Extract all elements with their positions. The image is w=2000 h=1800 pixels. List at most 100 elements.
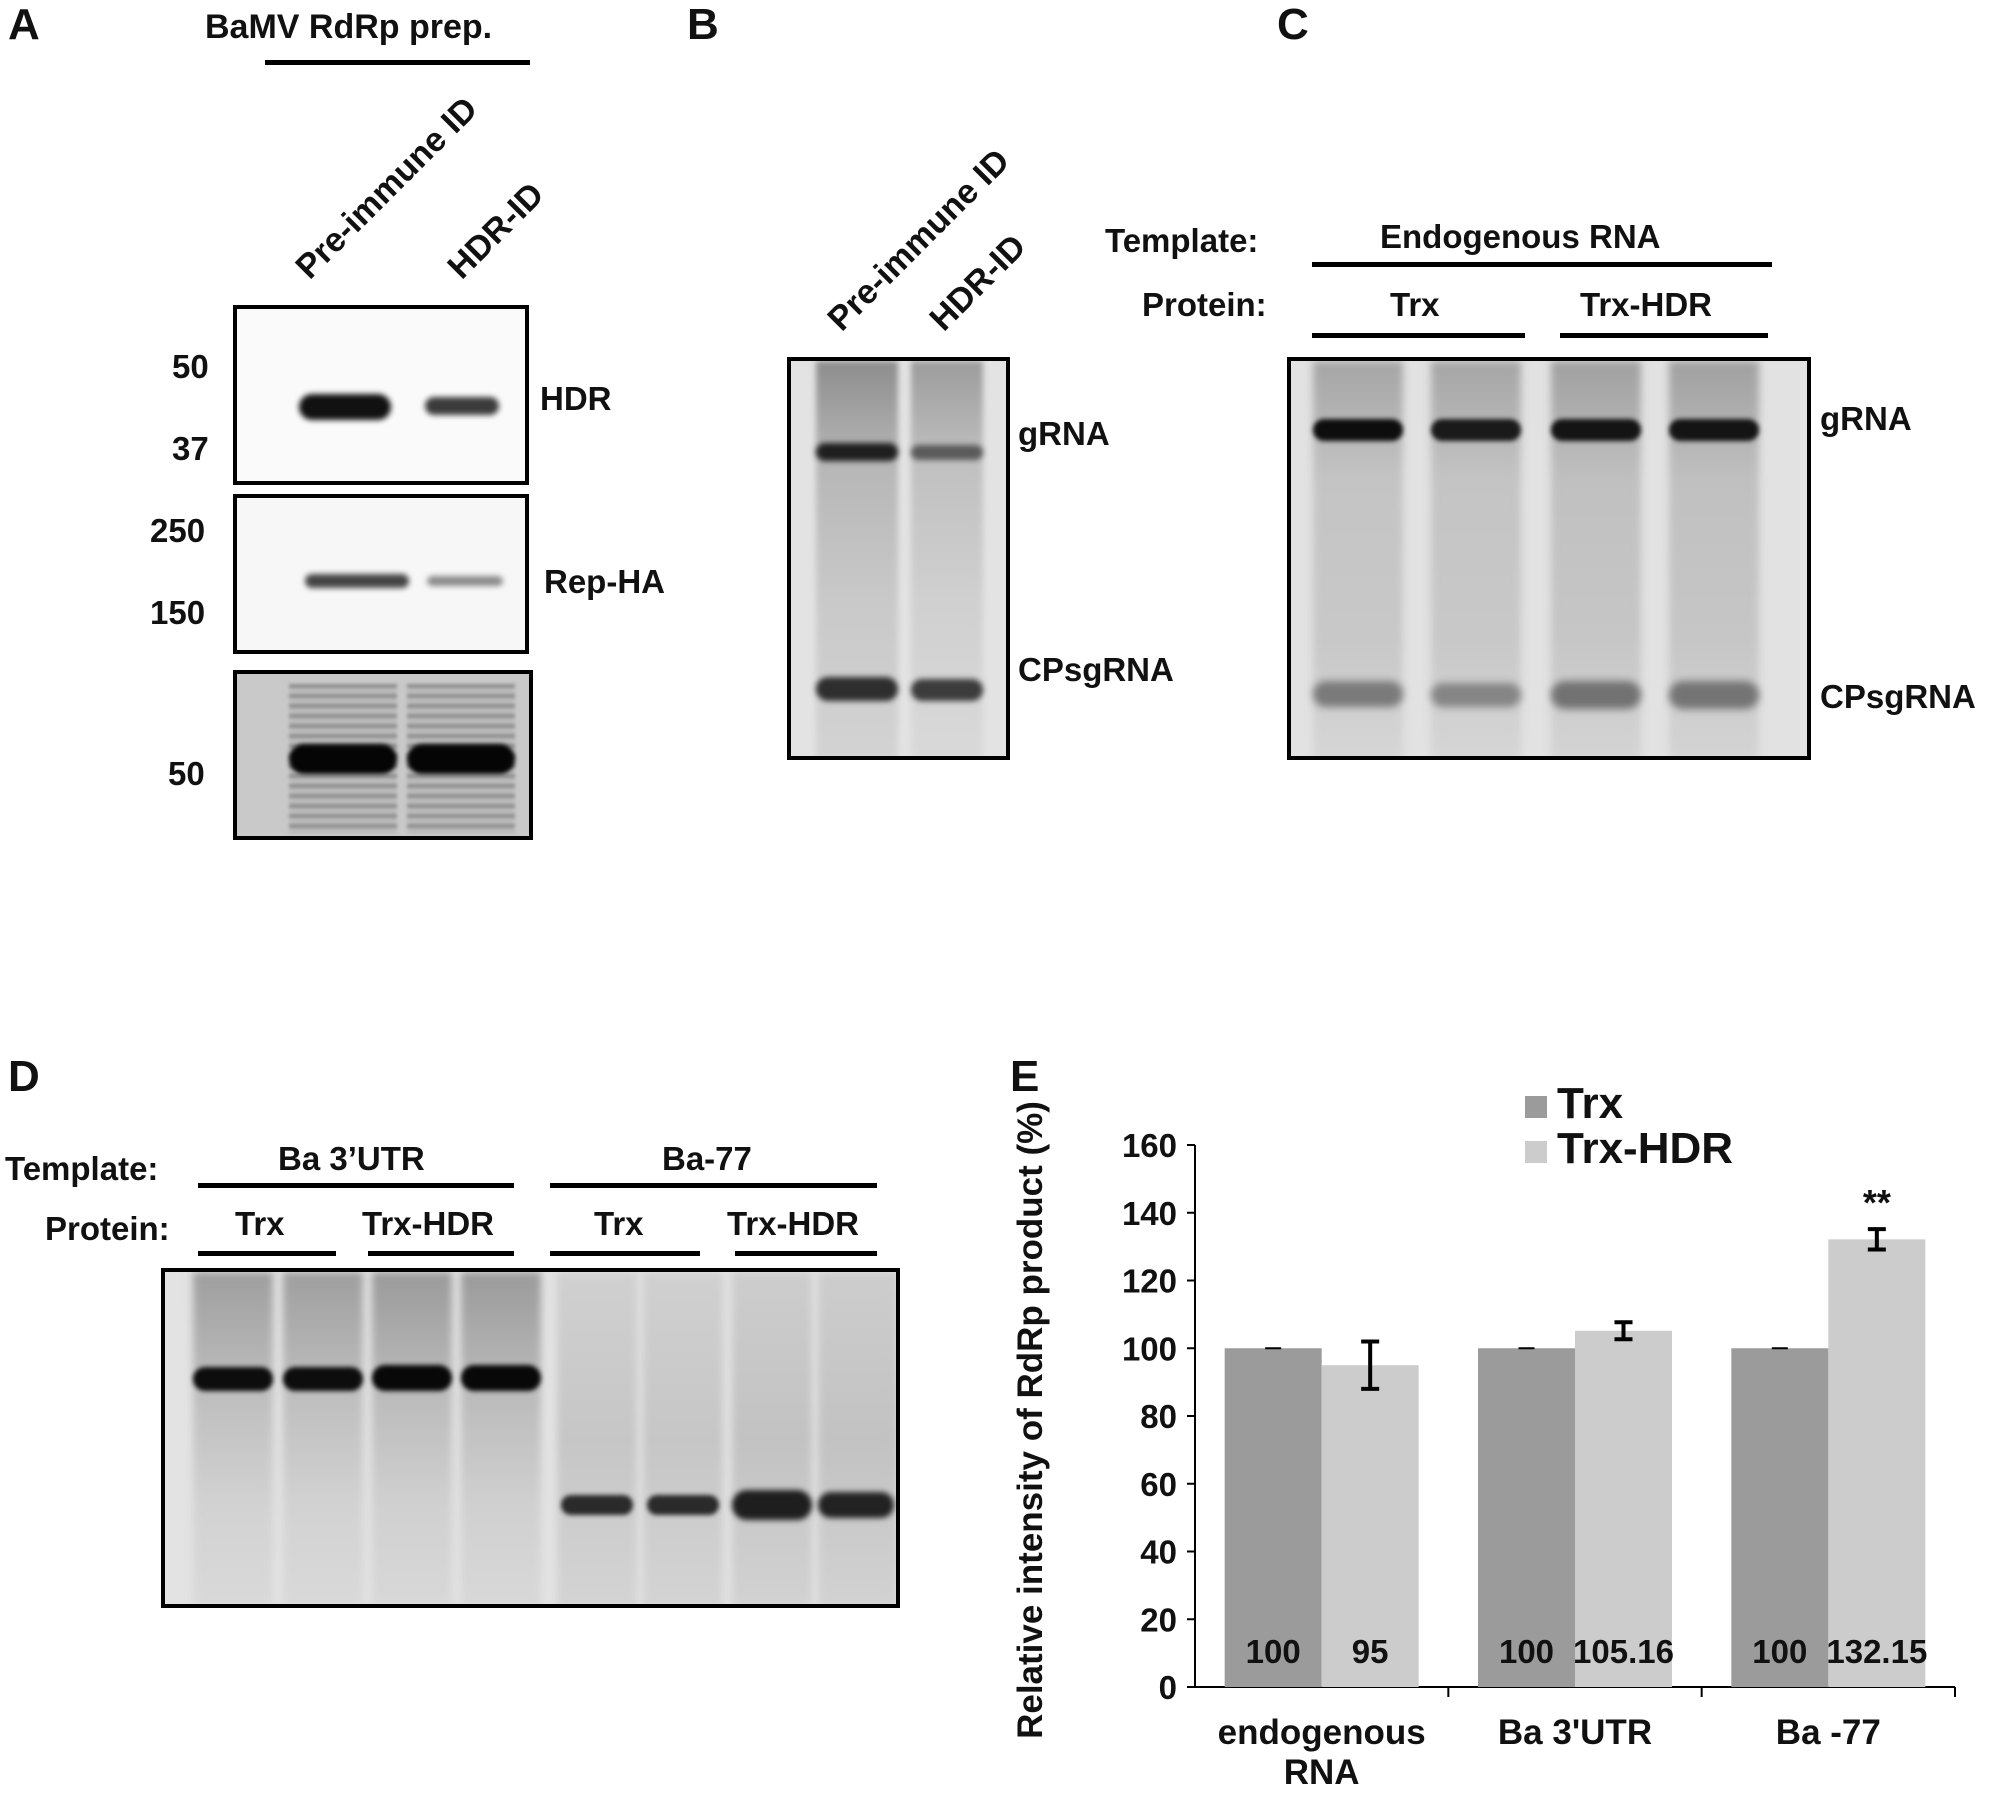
panel-c-protein-trxhdr: Trx-HDR: [1580, 286, 1713, 323]
d-lane-8: [818, 1272, 896, 1604]
panel-a-label-repha: Rep-HA: [544, 563, 665, 600]
bar-trx-hdr-2: [1828, 1239, 1926, 1687]
bar-trx-1: [1478, 1348, 1575, 1687]
panel-a-marker-gel-50: 50: [168, 755, 205, 792]
b-cpsg-band-1: [816, 677, 898, 701]
panel-d-gel: [161, 1268, 900, 1608]
panel-d-template-ba3utr: Ba 3’UTR: [278, 1140, 425, 1177]
panel-c-template-line: [1312, 262, 1772, 267]
c-cpsg-band-2: [1431, 683, 1521, 707]
panel-a-lane-hdrid: HDR-ID: [440, 175, 552, 287]
d-band-7: [732, 1490, 812, 1520]
panel-c-protein-trx: Trx: [1390, 286, 1440, 323]
panel-d-template-line-1: [198, 1183, 514, 1188]
legend-swatch-trx: [1525, 1096, 1547, 1118]
panel-b-letter: B: [687, 0, 719, 49]
d-lane-4: [461, 1272, 541, 1604]
c-grna-band-4: [1669, 419, 1759, 441]
d-lane-5: [557, 1272, 637, 1604]
panel-d-protein-4: Trx-HDR: [727, 1205, 860, 1242]
y-tick-label: 120: [1122, 1263, 1177, 1300]
c-cpsg-band-4: [1669, 681, 1759, 709]
panel-d-protein-line-3: [550, 1251, 700, 1256]
y-tick-label: 60: [1140, 1466, 1177, 1503]
hdr-band-1: [299, 394, 391, 420]
panel-c-gel: [1287, 357, 1811, 760]
bar-value-label: 100: [1752, 1633, 1807, 1670]
bar-value-label: 95: [1352, 1633, 1389, 1670]
d-lane-6: [643, 1272, 723, 1604]
x-category-label: RNA: [1284, 1753, 1360, 1792]
repha-band-1: [305, 574, 409, 588]
panel-b-lane-preimmune: Pre-immune ID: [820, 141, 1017, 339]
y-tick-label: 100: [1122, 1330, 1177, 1367]
panel-a-marker-50: 50: [172, 348, 209, 385]
d-band-3: [372, 1365, 452, 1391]
panel-c-label-grna: gRNA: [1820, 400, 1912, 437]
panel-a-header: BaMV RdRp prep.: [205, 8, 493, 46]
panel-d-protein-line-1: [198, 1251, 336, 1256]
panel-d-protein-2: Trx-HDR: [362, 1205, 495, 1242]
bar-value-label: 100: [1246, 1633, 1301, 1670]
y-tick-label: 80: [1140, 1398, 1177, 1435]
d-band-8: [818, 1492, 894, 1518]
x-category-label: Ba 3'UTR: [1498, 1713, 1652, 1752]
legend-label-trx: Trx: [1557, 1080, 1624, 1128]
panel-d-protein-line-4: [735, 1251, 877, 1256]
y-tick-label: 40: [1140, 1534, 1177, 1571]
c-cpsg-band-1: [1313, 681, 1403, 707]
panel-a-marker-150: 150: [150, 594, 206, 631]
c-grna-band-1: [1313, 419, 1403, 441]
c-grna-band-3: [1551, 419, 1641, 441]
b-grna-band-1: [816, 443, 898, 461]
panel-d-letter: D: [8, 1052, 40, 1101]
d-band-4: [461, 1365, 541, 1391]
bar-trx-0: [1224, 1348, 1322, 1687]
bar-value-label: 100: [1499, 1633, 1554, 1670]
d-band-1: [193, 1367, 273, 1391]
d-lane-2: [283, 1272, 363, 1604]
panel-c-template-value: Endogenous RNA: [1380, 218, 1661, 255]
b-cpsg-band-2: [911, 679, 983, 701]
panel-c-label-cpsgrna: CPsgRNA: [1820, 678, 1976, 715]
panel-b-label-grna: gRNA: [1018, 415, 1110, 452]
panel-a-loading-gel: [233, 670, 533, 840]
panel-a-blot-repha: [233, 494, 529, 654]
c-grna-band-2: [1431, 419, 1521, 441]
panel-a-label-hdr: HDR: [540, 380, 612, 417]
panel-c-letter: C: [1277, 0, 1309, 49]
x-category-label: endogenous: [1218, 1713, 1426, 1752]
bar-value-label: 132.15: [1826, 1633, 1927, 1670]
d-band-5: [561, 1495, 633, 1515]
panel-a-blot-hdr: [233, 305, 529, 485]
gel-band-1: [289, 744, 397, 774]
panel-b-label-cpsgrna: CPsgRNA: [1018, 651, 1174, 688]
panel-d-protein-label: Protein:: [45, 1210, 170, 1247]
d-lane-3: [372, 1272, 452, 1604]
gel-band-2: [407, 744, 515, 774]
d-lane-7: [732, 1272, 812, 1604]
repha-band-2: [427, 576, 503, 586]
panel-d-template-line-2: [550, 1183, 877, 1188]
panel-e-letter: E: [1010, 1052, 1040, 1101]
bar-value-label: 105.16: [1573, 1633, 1674, 1670]
y-tick-label: 160: [1122, 1127, 1177, 1164]
panel-d-template-label: Template:: [5, 1150, 159, 1187]
panel-c-trxhdr-line: [1560, 333, 1768, 338]
x-category-label: Ba -77: [1776, 1713, 1881, 1752]
panel-d-protein-line-2: [368, 1251, 514, 1256]
panel-c-protein-label: Protein:: [1142, 286, 1267, 323]
c-cpsg-band-3: [1551, 681, 1641, 709]
y-tick-label: 0: [1159, 1669, 1177, 1706]
bar-trx-hdr-0: [1321, 1365, 1419, 1687]
b-grna-band-2: [911, 445, 983, 460]
bar-trx-hdr-1: [1575, 1330, 1672, 1687]
panel-d-protein-1: Trx: [235, 1205, 285, 1242]
legend-swatch-trx-hdr: [1525, 1141, 1547, 1163]
significance-marker: **: [1863, 1182, 1891, 1223]
panel-a-marker-37: 37: [172, 430, 209, 467]
y-tick-label: 140: [1122, 1195, 1177, 1232]
bar-trx-2: [1731, 1348, 1829, 1687]
panel-a-marker-250: 250: [150, 512, 206, 549]
d-band-2: [283, 1367, 363, 1391]
